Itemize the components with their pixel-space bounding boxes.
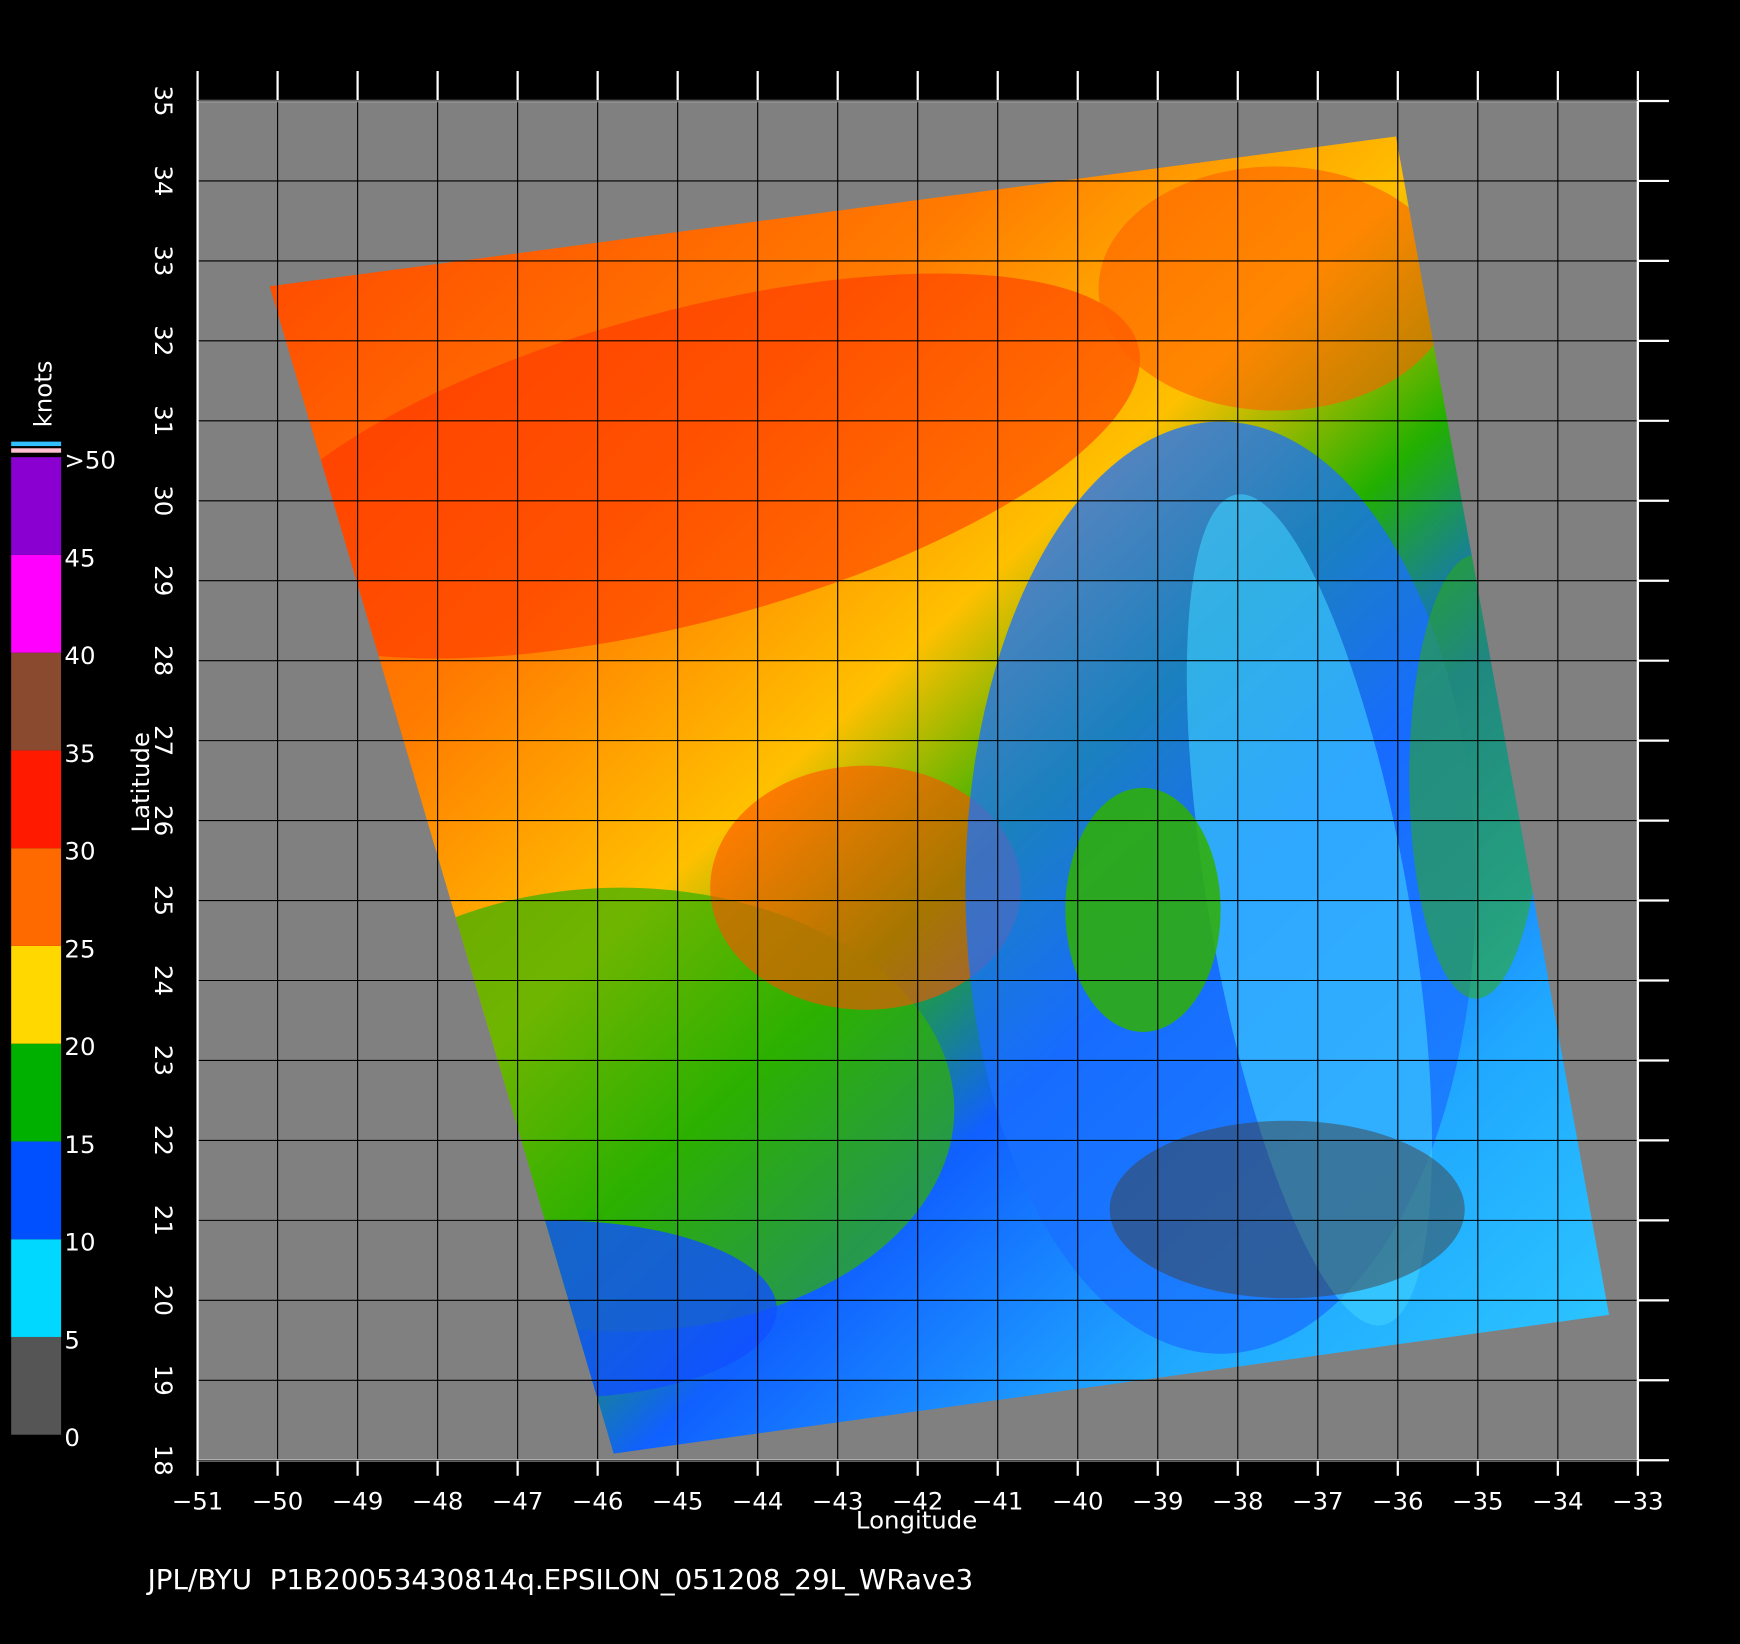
x-tick-label: −34: [1532, 1486, 1584, 1515]
footer-title: JPL/BYU P1B20053430814q.EPSILON_051208_2…: [146, 1563, 974, 1596]
colorbar-segment: [11, 1336, 62, 1435]
y-tick-label: 23: [149, 1045, 178, 1076]
colorbar-tick-label: 10: [64, 1228, 95, 1257]
x-tick-label: −45: [652, 1486, 704, 1515]
x-tick-label: −50: [252, 1486, 304, 1515]
colorbar-segment: [11, 652, 62, 751]
y-tick-label: 31: [149, 405, 178, 436]
x-tick-label: −33: [1612, 1486, 1664, 1515]
y-tick-label: 33: [149, 245, 178, 276]
colorbar-tick-label: 0: [64, 1423, 80, 1452]
x-tick-label: −44: [732, 1486, 784, 1515]
colorbar-tick-label: 5: [64, 1325, 80, 1354]
colorbar-tick-label: 30: [64, 837, 95, 866]
y-tick-label: 34: [149, 165, 178, 196]
y-tick-label: 30: [149, 485, 178, 516]
y-tick-label: 28: [149, 645, 178, 676]
colorbar-tick-label: >50: [64, 446, 116, 475]
colorbar-label: knots: [28, 360, 57, 427]
colorbar-cap: [11, 448, 62, 453]
colorbar-segment: [11, 1141, 62, 1240]
y-tick-label: 29: [149, 565, 178, 596]
colorbar-segment: [11, 1239, 62, 1337]
colorbar-segment: [11, 554, 62, 653]
y-tick-label: 22: [149, 1125, 178, 1156]
x-tick-label: −40: [1052, 1486, 1104, 1515]
x-tick-label: −38: [1212, 1486, 1264, 1515]
x-tick-label: −46: [572, 1486, 624, 1515]
x-tick-label: −47: [492, 1486, 544, 1515]
colorbar-segment: [11, 457, 62, 555]
colorbar-tick-label: 20: [64, 1032, 95, 1061]
y-tick-label: 24: [149, 965, 178, 996]
colorbar-segment: [11, 945, 62, 1044]
y-tick-label: 20: [149, 1285, 178, 1316]
x-tick-label: −37: [1292, 1486, 1344, 1515]
y-axis-label: Latitude: [126, 732, 155, 832]
colorbar-tick-label: 15: [64, 1130, 95, 1159]
y-tick-label: 32: [149, 325, 178, 356]
x-tick-label: −36: [1372, 1486, 1424, 1515]
x-tick-label: −39: [1132, 1486, 1184, 1515]
colorbar-tick-label: 35: [64, 739, 95, 768]
y-tick-label: 19: [149, 1365, 178, 1396]
x-tick-label: −48: [412, 1486, 464, 1515]
colorbar-cap: [11, 441, 62, 447]
colorbar-segment: [11, 848, 62, 946]
y-tick-label: 18: [149, 1445, 178, 1476]
colorbar-tick-label: 40: [64, 641, 95, 670]
x-tick-label: −51: [172, 1486, 224, 1515]
colorbar-segment: [11, 1043, 62, 1142]
y-tick-label: 27: [149, 725, 178, 756]
colorbar-segment: [11, 750, 62, 849]
y-tick-label: 35: [149, 85, 178, 116]
x-tick-label: −35: [1452, 1486, 1504, 1515]
x-tick-label: −41: [972, 1486, 1024, 1515]
wind-swath: [269, 136, 1609, 1454]
colorbar-tick-label: 45: [64, 543, 95, 572]
x-tick-label: −49: [332, 1486, 384, 1515]
x-tick-label: −42: [892, 1486, 944, 1515]
colorbar-tick-label: 25: [64, 934, 95, 963]
x-tick-label: −43: [812, 1486, 864, 1515]
y-tick-label: 21: [149, 1205, 178, 1236]
y-tick-label: 25: [149, 885, 178, 916]
x-axis-label: Longitude: [856, 1505, 977, 1534]
y-tick-label: 26: [149, 805, 178, 836]
